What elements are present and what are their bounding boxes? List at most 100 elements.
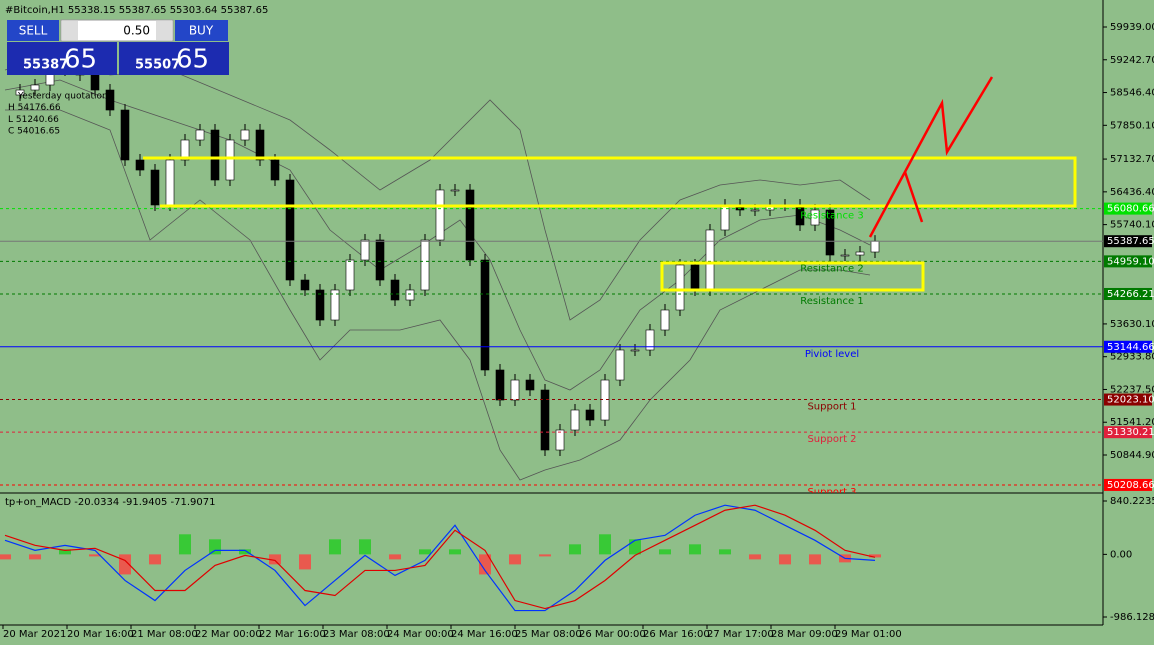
level-tag-label: 56080.66 [1107,204,1154,215]
candle-body [645,329,655,351]
price-tick-label: 52237.50 [1110,384,1154,395]
candle-body [30,84,40,91]
candle-body [450,189,460,192]
level-tag [1104,393,1152,406]
macd-histogram [479,554,491,575]
macd-tick-label: 840.2235 [1110,496,1154,507]
candle-body [525,379,535,391]
price-tick-label: 55740.10 [1110,220,1154,231]
macd-title: tp+on_MACD -20.0334 -91.9405 -71.9071 [5,497,216,508]
candle-body [825,209,835,256]
price-tick-label: 57850.10 [1110,120,1154,131]
price-tick-label: 52933.80 [1110,352,1154,363]
macd-histogram [299,554,311,570]
level-tag-label: 52023.10 [1107,395,1154,406]
lot-value[interactable]: 0.50 [123,24,150,38]
lot-down[interactable] [62,21,78,40]
candle-body [660,309,670,331]
macd-histogram [659,549,671,555]
candle-body [570,409,580,431]
level-tag-label: 51330.21 [1107,427,1154,438]
level-tag [1104,255,1152,268]
candle-body [135,159,145,171]
price-tick-label: 58546.40 [1110,88,1154,99]
macd-histogram [599,534,611,555]
candle-body [405,289,415,301]
level-tag [1104,202,1152,215]
buy-price[interactable]: 55507 [135,58,180,73]
candle-body [840,254,850,257]
level-name: Support 1 [807,402,856,413]
highlight-box [143,156,1077,208]
candle-body [705,229,715,291]
time-label: 20 Mar 2021 [3,629,66,640]
candle-body [330,289,340,321]
time-label: 29 Mar 01:00 [835,629,902,640]
candle-body [855,251,865,256]
macd-histogram [239,549,251,555]
macd-histogram [89,554,101,557]
macd-histogram [419,549,431,555]
macd-histogram [629,539,641,555]
macd-histogram [779,554,791,565]
time-label: 24 Mar 00:00 [387,629,454,640]
price-tick-label: 59242.70 [1110,55,1154,66]
price-tick-label: 56436.40 [1110,187,1154,198]
candle-body [375,239,385,281]
candle-body [615,349,625,381]
macd-histogram [719,549,731,555]
candle-body [630,349,640,352]
main-pane: Resistance 3 Resistance 2 Resistance 1 Pivi… [0,54,1103,498]
level-tag-label: 53144.66 [1107,342,1154,353]
time-label: 27 Mar 17:00 [707,629,774,640]
candle-body [585,409,595,421]
sell-price-box[interactable] [7,42,117,75]
buy-button[interactable] [175,20,228,41]
candle-body [420,239,430,291]
macd-signal-line [4,504,876,610]
sell-button-label[interactable]: SELL [19,24,48,38]
candle-body [210,129,220,181]
lot-up[interactable] [156,21,172,40]
buy-button-label[interactable]: BUY [189,24,214,38]
lot-field[interactable] [60,19,174,42]
candle-body [480,259,490,371]
candle-body [360,239,370,261]
macd-histogram [509,554,521,565]
macd-histogram [179,534,191,555]
sell-button[interactable] [7,20,59,41]
level-name: Support 3 [807,487,856,498]
macd-histogram [539,554,551,557]
candle-body [165,159,175,206]
forecast-arrow [868,76,994,238]
level-name: Resistance 3 [800,211,863,222]
candle-body [555,429,565,451]
chart-header: #Bitcoin,H1 55338.15 55387.65 55303.64 5… [5,5,268,16]
level-tag-label: 54266.21 [1107,289,1154,300]
candle-body [870,240,880,253]
candle-body [810,209,820,226]
candle-body [270,159,280,181]
sell-price[interactable]: 55387 [23,58,68,73]
time-label: 22 Mar 00:00 [195,629,262,640]
trade-panel: SELL 0.50 BUY 55387 65 55507 65 [7,19,229,75]
macd-histogram [689,544,701,555]
sell-price-pips[interactable]: 65 [64,45,97,75]
time-label: 23 Mar 08:00 [323,629,390,640]
buy-price-box[interactable] [119,42,229,75]
level-tag [1104,478,1152,491]
buy-price-pips[interactable]: 65 [176,45,209,75]
level-name: Resistance 2 [800,263,863,274]
candle-body [120,109,130,161]
price-tick-label: 59939.00 [1110,22,1154,33]
macd-histogram [389,554,401,560]
macd-tick-label: -986.1285 [1110,612,1154,623]
candle-body [690,264,700,291]
level-name: Piviot level [805,349,859,360]
price-tick-label: 53630.10 [1110,319,1154,330]
level-tag [1104,340,1152,353]
candle-body [315,289,325,321]
candle-body [435,189,445,241]
candle-body [300,279,310,291]
yesterday-note: Yesterday quotation [17,92,108,102]
